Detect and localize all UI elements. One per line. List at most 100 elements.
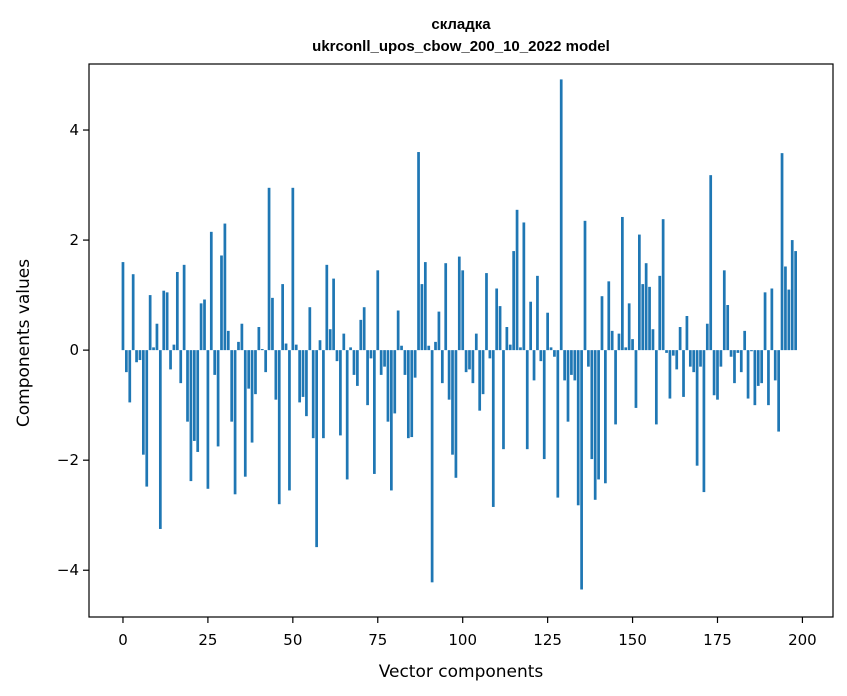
bar-component-95 [444,263,448,351]
bar-component-114 [508,344,512,351]
bar-component-29 [220,255,223,351]
bar-component-105 [478,350,482,411]
bar-component-171 [702,350,706,493]
bar-component-130 [563,350,566,381]
bar-component-15 [172,344,176,351]
bar-component-27 [213,350,217,375]
bar-component-75 [376,270,380,351]
bar-component-52 [298,350,301,403]
bar-component-164 [678,327,682,351]
bar-component-59 [322,350,325,439]
bar-component-40 [257,327,261,351]
bar-component-169 [695,350,699,466]
bar-component-54 [305,350,308,417]
bar-component-153 [641,284,645,351]
bar-component-193 [777,350,780,432]
bar-component-137 [587,350,590,367]
bar-component-149 [627,303,631,351]
bar-component-167 [688,350,692,367]
bar-component-180 [733,350,736,384]
bar-component-68 [352,350,356,375]
bar-component-170 [699,350,702,367]
bar-component-76 [379,350,383,375]
bar-component-102 [468,350,471,370]
bar-component-159 [661,219,665,351]
bar-component-19 [186,350,189,422]
bar-component-31 [226,330,230,351]
bar-component-198 [794,251,797,351]
bar-component-83 [403,350,407,375]
bar-component-196 [787,289,791,351]
bar-component-88 [420,284,424,351]
bar-component-131 [566,350,570,422]
bar-component-181 [736,350,740,353]
bar-component-184 [746,350,750,399]
bar-component-116 [515,209,519,351]
bar-component-128 [556,350,560,498]
bar-component-106 [481,350,485,395]
bar-component-92 [434,341,437,351]
bar-component-144 [610,330,614,351]
bar-component-11 [158,350,162,529]
bar-component-133 [573,350,577,381]
bar-component-93 [437,311,441,351]
bar-component-163 [675,350,679,370]
bar-component-146 [617,333,621,351]
bar-component-12 [162,290,166,351]
bar-component-99 [457,256,461,351]
bar-component-16 [175,271,179,351]
bar-component-147 [621,216,624,351]
bar-component-26 [209,231,213,351]
bar-component-122 [536,275,539,351]
bar-component-154 [644,263,648,351]
bar-component-197 [790,240,794,351]
bar-component-107 [485,273,488,351]
bar-component-148 [624,347,628,351]
x-tick-label: 200 [788,631,817,649]
bar-component-119 [525,350,529,450]
bar-component-25 [206,350,210,489]
bar-component-28 [216,350,220,447]
bar-component-32 [230,350,234,422]
bar-component-192 [773,350,777,381]
bar-component-138 [590,350,594,460]
bar-component-14 [169,350,172,370]
bar-component-125 [546,312,549,351]
bar-component-103 [471,350,475,384]
bar-component-23 [199,303,203,351]
chart-title-line2: ukrconll_upos_cbow_200_10_2022 model [312,38,610,55]
bar-component-60 [325,264,329,351]
bar-component-38 [250,350,254,443]
x-tick-label: 100 [448,631,477,649]
bar-component-67 [349,347,352,351]
bar-component-188 [760,350,764,384]
bar-component-182 [739,350,743,373]
bar-component-0 [121,262,125,351]
bar-component-66 [345,350,349,480]
x-tick-label: 125 [533,631,562,649]
bar-component-82 [400,345,403,351]
bar-component-110 [495,288,499,351]
bar-component-90 [427,345,431,351]
bar-component-55 [308,307,312,351]
bar-component-41 [260,349,264,351]
bar-component-80 [393,350,397,414]
bar-component-97 [451,350,454,455]
bar-component-74 [373,350,376,474]
bar-component-151 [634,350,638,408]
bar-component-98 [454,350,458,478]
bar-component-77 [383,350,386,367]
bar-component-140 [597,350,600,480]
bar-component-48 [284,343,288,351]
x-tick-label: 50 [283,631,302,649]
bar-component-162 [671,350,675,356]
bar-component-126 [549,347,553,351]
bar-component-176 [719,350,723,367]
bar-component-21 [192,350,196,441]
bar-component-49 [288,350,291,491]
y-tick-label: 2 [69,231,79,249]
bar-component-46 [277,350,281,505]
bar-component-195 [784,266,787,351]
bar-component-64 [339,350,342,436]
bar-component-111 [498,306,502,351]
